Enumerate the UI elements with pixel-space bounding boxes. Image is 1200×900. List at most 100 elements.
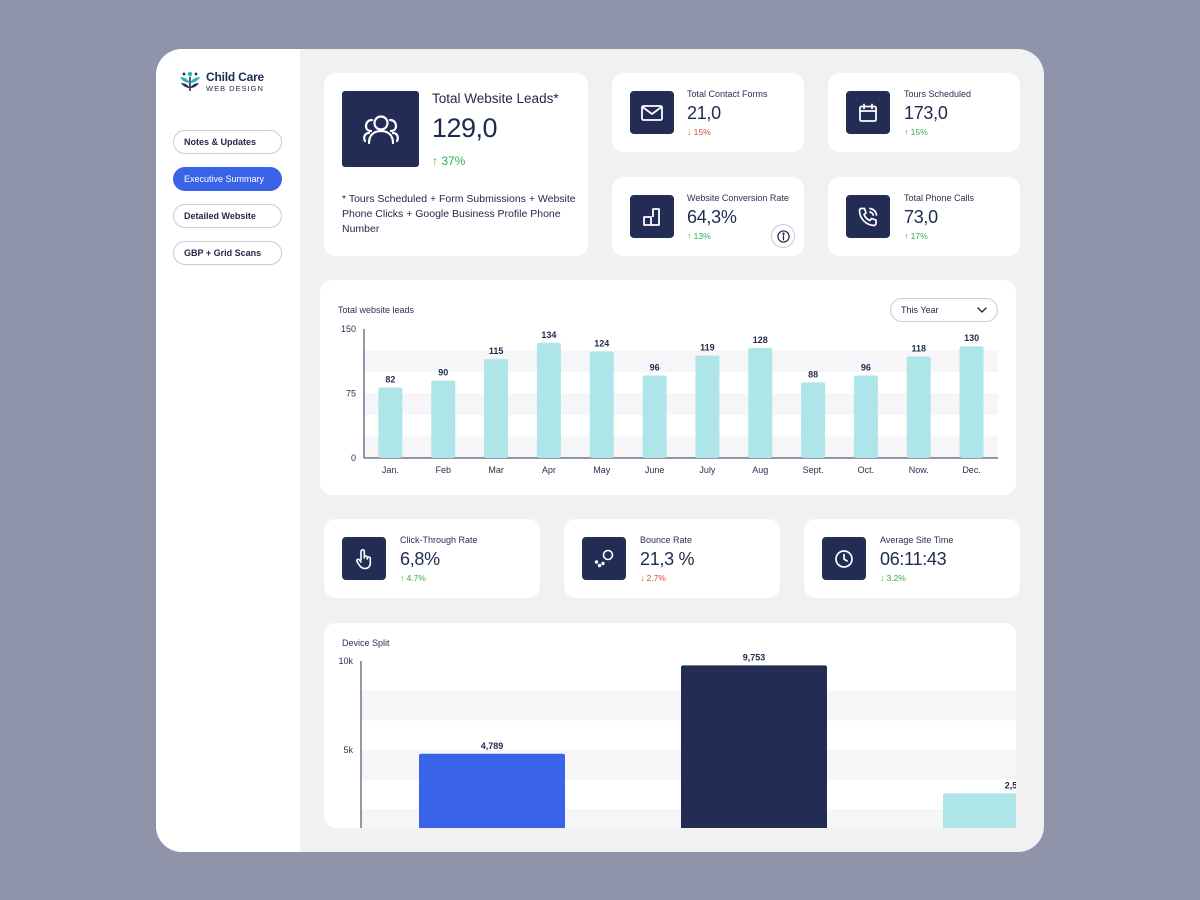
device-chart-title: Device Split — [342, 638, 390, 648]
phone-calls-value: 73,0 — [904, 207, 938, 227]
bar — [419, 753, 565, 828]
chevron-down-icon — [977, 307, 987, 313]
calendar-icon — [859, 103, 877, 122]
site-time-value: 06:11:43 — [880, 549, 947, 569]
conversion-value: 64,3% — [687, 207, 737, 227]
phone-calls-delta: ↑ 17% — [904, 231, 928, 241]
bounce-value: 21,3 % — [640, 549, 695, 569]
calendar-icon-box — [846, 91, 890, 134]
data-label: 88 — [808, 369, 818, 379]
data-label: 119 — [700, 343, 715, 353]
nav-label: Notes & Updates — [184, 137, 257, 147]
bar — [801, 382, 826, 458]
y-tick-label: 5k — [343, 745, 353, 755]
bar — [431, 380, 456, 458]
leads-value: 129,0 — [432, 113, 498, 143]
data-label: 96 — [650, 362, 660, 372]
y-tick-label: 10k — [338, 656, 353, 666]
x-tick-label: Now. — [909, 465, 929, 475]
conversion-delta: ↑ 13% — [687, 231, 711, 241]
x-tick-label: June — [645, 465, 665, 475]
data-label: 9,753 — [743, 652, 766, 662]
leaf-logo-icon — [180, 71, 200, 92]
device-chart-card: Device Split 05k10k4,789Desktop9,753Mobi… — [324, 623, 1016, 828]
users-icon — [362, 115, 399, 145]
bar — [853, 375, 878, 458]
tours-scheduled-card: Tours Scheduled 173,0 ↑ 15% — [828, 73, 1020, 152]
data-label: 82 — [385, 374, 395, 384]
leads-note: * Tours Scheduled + Form Submissions + W… — [342, 193, 576, 235]
info-icon — [776, 229, 790, 243]
nav-gbp-grid-scans[interactable]: GBP + Grid Scans — [173, 241, 282, 265]
data-label: 118 — [911, 344, 926, 354]
bar — [959, 346, 984, 458]
nav-executive-summary[interactable]: Executive Summary — [173, 167, 282, 191]
info-button[interactable] — [771, 224, 795, 248]
contact-forms-delta: ↓ 15% — [687, 127, 711, 137]
nav-label: Executive Summary — [184, 174, 265, 184]
nav-label: GBP + Grid Scans — [184, 248, 262, 258]
contact-forms-label: Total Contact Forms — [687, 89, 768, 99]
phone-calls-label: Total Phone Calls — [904, 193, 975, 203]
ctr-delta: ↑ 4.7% — [400, 573, 426, 583]
bar — [642, 375, 667, 458]
period-dropdown[interactable]: This Year — [890, 298, 998, 322]
x-tick-label: July — [699, 465, 716, 475]
x-tick-label: May — [593, 465, 611, 475]
data-label: 128 — [753, 335, 768, 345]
x-tick-label: Dec. — [962, 465, 981, 475]
bar — [589, 351, 614, 458]
bounce-delta: ↓ 2.7% — [640, 573, 666, 583]
bar — [695, 355, 720, 458]
bar — [748, 347, 773, 458]
site-time-card: Average Site Time 06:11:43 ↓ 3.2% — [804, 519, 1020, 598]
bounce-rate-card: Bounce Rate 21,3 % ↓ 2.7% — [564, 519, 780, 598]
bounce-icon-box — [582, 537, 626, 580]
y-tick-label: 150 — [341, 324, 356, 334]
conversion-icon — [643, 207, 660, 226]
leads-chart-card: Total website leads This Year 0 75 150 82 Ja… — [320, 280, 1016, 495]
leads-delta: ↑ 37% — [432, 154, 466, 168]
site-time-delta: ↓ 3.2% — [880, 573, 906, 583]
bar — [536, 342, 561, 458]
tours-label: Tours Scheduled — [904, 89, 972, 99]
x-tick-label: Jan. — [382, 465, 399, 475]
bar — [906, 356, 931, 458]
phone-calls-card: Total Phone Calls 73,0 ↑ 17% — [828, 177, 1020, 256]
phone-icon-box — [846, 195, 890, 238]
data-label: 130 — [964, 333, 979, 343]
bar — [484, 359, 509, 458]
grid-band — [364, 393, 998, 415]
site-time-label: Average Site Time — [880, 535, 954, 545]
data-label: 124 — [594, 338, 609, 348]
data-label: 2,569 — [1005, 780, 1016, 790]
nav-detailed-website[interactable]: Detailed Website — [173, 204, 282, 228]
leads-bar-chart: 0 75 150 82 Jan. 90 Feb 115 Mar 134 Apr 124 May 96 Jun… — [341, 324, 998, 475]
bounce-label: Bounce Rate — [640, 535, 693, 545]
tours-delta: ↑ 15% — [904, 127, 928, 137]
brand-subtitle: WEB DESIGN — [206, 84, 264, 94]
data-label: 96 — [861, 362, 871, 372]
conversion-icon-box — [630, 195, 674, 238]
total-leads-card: Total Website Leads* 129,0 ↑ 37% * Tours… — [324, 73, 588, 256]
tap-icon — [355, 548, 372, 569]
sidebar-nav: Notes & Updates Executive Summary Detail… — [173, 130, 282, 265]
phone-icon — [858, 207, 878, 226]
x-tick-label: Feb — [435, 465, 451, 475]
x-tick-label: Oct. — [858, 465, 875, 475]
data-label: 90 — [438, 368, 448, 378]
x-tick-label: Sept. — [803, 465, 824, 475]
contact-forms-card: Total Contact Forms 21,0 ↓ 15% — [612, 73, 804, 152]
brand-logo[interactable]: Child Care WEB DESIGN — [178, 71, 264, 93]
bar — [943, 793, 1016, 828]
clock-icon — [835, 549, 853, 568]
grid-band — [364, 350, 998, 372]
tours-value: 173,0 — [904, 103, 948, 123]
conversion-label: Website Conversion Rate — [687, 193, 789, 203]
ctr-label: Click-Through Rate — [400, 535, 478, 545]
data-label: 134 — [541, 330, 556, 340]
bar — [378, 387, 403, 458]
sidebar: Child Care WEB DESIGN Notes & Updates Ex… — [156, 49, 300, 852]
x-tick-label: Mar — [488, 465, 504, 475]
nav-notes-updates[interactable]: Notes & Updates — [173, 130, 282, 154]
